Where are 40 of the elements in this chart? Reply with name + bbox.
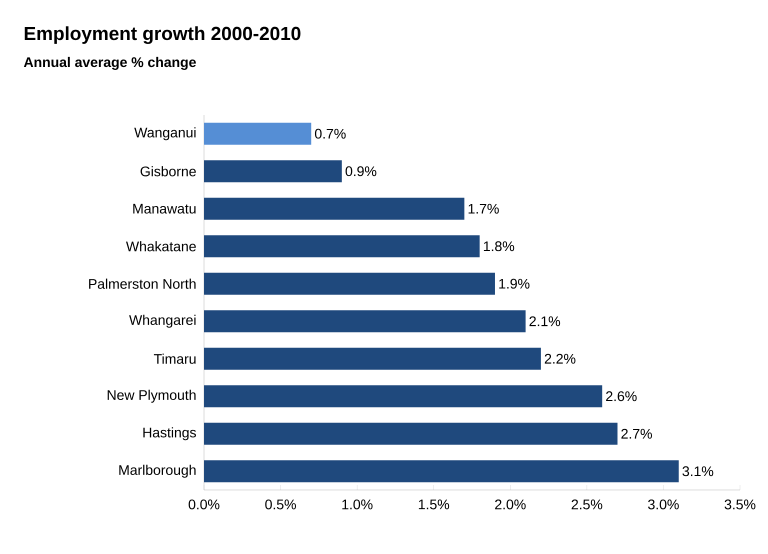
y-tick-label: Wanganui bbox=[134, 127, 196, 140]
x-tick-label: 2.0% bbox=[495, 500, 526, 510]
bar bbox=[204, 235, 480, 258]
y-tick-label: Manawatu bbox=[133, 204, 196, 214]
bar bbox=[204, 460, 679, 482]
bar bbox=[204, 385, 602, 408]
x-tick-label: 3.5% bbox=[724, 500, 756, 510]
y-tick-label: Whangarei bbox=[129, 314, 196, 328]
data-label: 0.9% bbox=[346, 166, 376, 176]
data-label: 2.7% bbox=[621, 428, 652, 439]
data-label: 2.1% bbox=[530, 316, 560, 326]
data-label: 3.1% bbox=[682, 466, 714, 476]
y-tick-label: New Plymouth bbox=[108, 390, 196, 403]
data-label: 1.9% bbox=[499, 278, 530, 289]
chart-title: Employment growth 2000-2010 bbox=[24, 26, 300, 44]
x-tick-label: 1.0% bbox=[342, 500, 373, 510]
x-tick-label: 1.5% bbox=[418, 500, 450, 510]
bar bbox=[204, 422, 618, 445]
x-tick-label: 0.5% bbox=[265, 500, 296, 510]
bar bbox=[204, 348, 541, 370]
y-tick-label: Whakatane bbox=[126, 241, 196, 252]
bar bbox=[204, 310, 526, 332]
y-tick-label: Timaru bbox=[154, 354, 196, 364]
x-tick-label: 0.0% bbox=[188, 500, 220, 510]
data-label: 0.7% bbox=[314, 128, 346, 139]
bar bbox=[204, 160, 342, 182]
chart-subtitle: Annual average % change bbox=[24, 56, 196, 70]
data-label: 2.6% bbox=[606, 391, 637, 402]
bar bbox=[204, 122, 312, 145]
y-tick-label: Palmerston North bbox=[89, 278, 196, 289]
data-label: 1.8% bbox=[484, 241, 514, 252]
bar bbox=[204, 272, 495, 295]
data-label: 1.7% bbox=[468, 204, 499, 214]
y-tick-label: Hastings bbox=[143, 427, 196, 440]
bar bbox=[204, 198, 464, 220]
data-label: 2.2% bbox=[544, 354, 576, 364]
y-tick-label: Gisborne bbox=[140, 166, 196, 176]
x-tick-label: 3.0% bbox=[648, 500, 679, 510]
x-tick-label: 2.5% bbox=[572, 500, 602, 510]
y-tick-label: Marlborough bbox=[119, 464, 196, 478]
